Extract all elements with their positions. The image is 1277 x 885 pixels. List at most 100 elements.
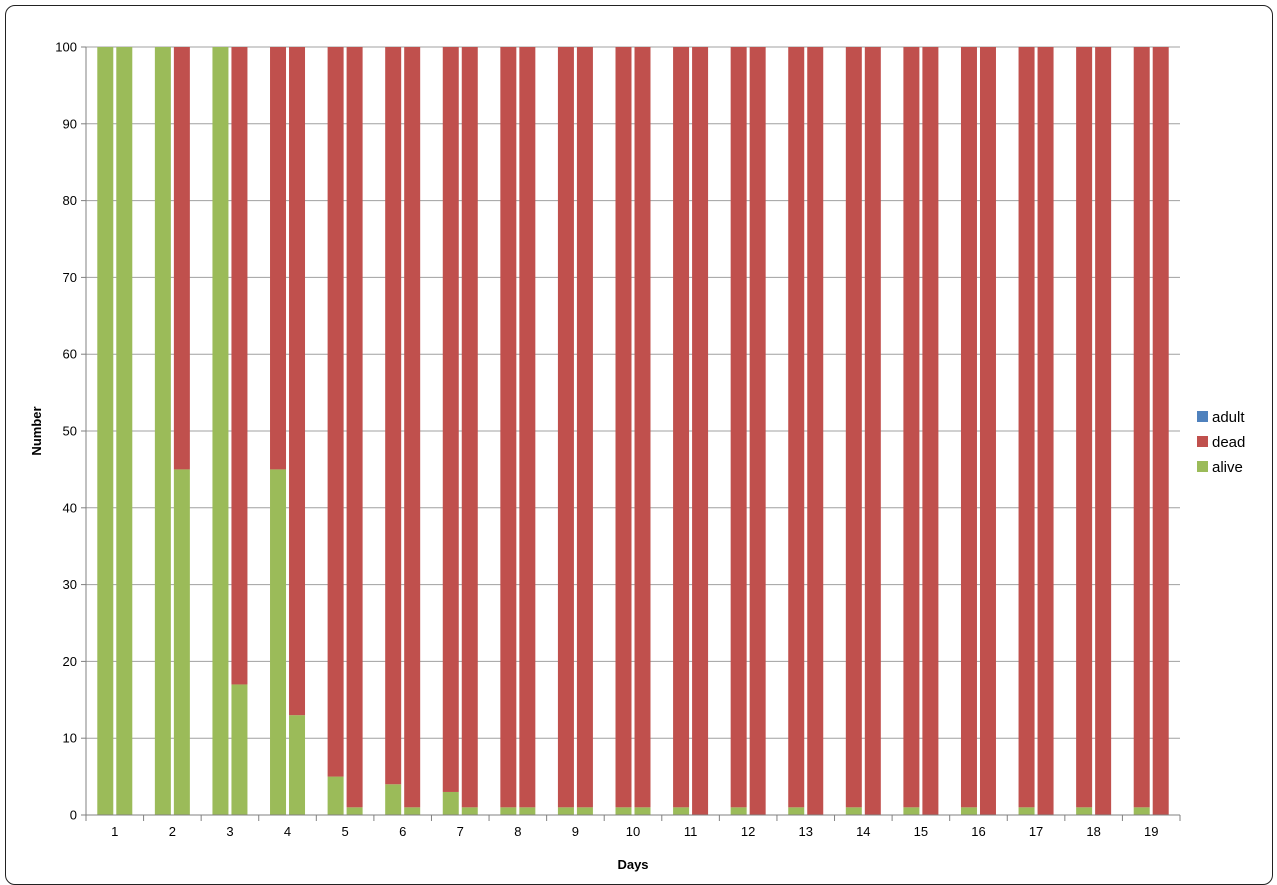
bar-segment-alive	[346, 807, 363, 815]
bar-segment-dead	[270, 47, 287, 470]
legend-swatch-alive	[1197, 461, 1208, 472]
y-tick-label: 70	[63, 270, 77, 285]
bar-segment-dead	[1076, 47, 1093, 808]
bar-segment-dead	[1152, 47, 1169, 815]
bar-segment-alive	[327, 776, 344, 815]
bar-segment-alive	[385, 784, 402, 815]
bar-segment-dead	[404, 47, 421, 808]
bar-segment-dead	[749, 47, 766, 815]
bar-segment-dead	[576, 47, 593, 808]
bar-segment-alive	[519, 807, 536, 815]
bar-segment-dead	[289, 47, 306, 716]
bar-segment-alive	[1076, 807, 1093, 815]
bar-segment-dead	[979, 47, 996, 815]
x-tick-label: 8	[514, 824, 521, 839]
y-tick-label: 20	[63, 654, 77, 669]
bar-segment-dead	[557, 47, 574, 808]
x-tick-label: 3	[226, 824, 233, 839]
bar-segment-dead	[173, 47, 190, 470]
bar-segment-alive	[903, 807, 920, 815]
bar-segment-alive	[270, 469, 287, 815]
bar-segment-dead	[673, 47, 690, 808]
bar-segment-alive	[845, 807, 862, 815]
bar-segment-dead	[327, 47, 344, 777]
legend-label-dead: dead	[1212, 434, 1245, 451]
legend-swatch-adult	[1197, 411, 1208, 422]
x-tick-label: 16	[971, 824, 985, 839]
x-tick-label: 4	[284, 824, 291, 839]
x-tick-label: 15	[914, 824, 928, 839]
bar-segment-alive	[404, 807, 421, 815]
legend-swatch-dead	[1197, 436, 1208, 447]
bar-segment-dead	[788, 47, 805, 808]
bar-segment-alive	[442, 791, 459, 815]
x-tick-label: 17	[1029, 824, 1043, 839]
bar-segment-alive	[960, 807, 977, 815]
bar-segment-dead	[442, 47, 459, 792]
bar-segment-alive	[231, 684, 248, 815]
bar-segment-alive	[97, 47, 114, 815]
bar-segment-alive	[500, 807, 517, 815]
x-tick-label: 10	[626, 824, 640, 839]
bar-segment-dead	[519, 47, 536, 808]
x-tick-label: 6	[399, 824, 406, 839]
axes	[81, 46, 1181, 821]
x-tick-label: 18	[1086, 824, 1100, 839]
y-tick-labels: 0 10 20 30 40 50 60 70 80 90 100	[55, 40, 77, 823]
bar-segment-alive	[576, 807, 593, 815]
bar-segment-alive	[788, 807, 805, 815]
bar-segment-dead	[1133, 47, 1150, 808]
bar-segment-alive	[1018, 807, 1035, 815]
bar-segment-dead	[1018, 47, 1035, 808]
x-axis-title: Days	[617, 857, 648, 872]
bar-segment-dead	[903, 47, 920, 808]
y-tick-label: 100	[55, 40, 77, 55]
bar-segment-alive	[289, 715, 306, 815]
bar-segment-dead	[960, 47, 977, 808]
y-tick-label: 80	[63, 193, 77, 208]
x-tick-label: 13	[799, 824, 813, 839]
bar-segment-alive	[557, 807, 574, 815]
y-tick-label: 40	[63, 500, 77, 515]
bar-segment-alive	[116, 47, 133, 815]
x-tick-label: 14	[856, 824, 870, 839]
legend-label-adult: adult	[1212, 409, 1245, 426]
bar-segment-dead	[922, 47, 939, 815]
bar-segment-alive	[173, 469, 190, 815]
x-tick-labels: 1 2 3 4 5 6 7 8 9 10 11 12 13 14 15 16 17 18 19	[111, 824, 1158, 839]
legend: adult dead alive	[1197, 409, 1245, 476]
x-tick-label: 11	[684, 824, 698, 839]
x-tick-label: 12	[741, 824, 755, 839]
bar-segment-dead	[615, 47, 632, 808]
bar-segment-dead	[634, 47, 651, 808]
x-tick-label: 7	[457, 824, 464, 839]
bar-segment-dead	[385, 47, 402, 785]
x-tick-label: 19	[1144, 824, 1158, 839]
bar-segment-alive	[212, 47, 229, 815]
y-tick-label: 60	[63, 347, 77, 362]
bar-segment-dead	[692, 47, 709, 815]
bar-segment-dead	[1095, 47, 1112, 815]
y-tick-label: 30	[63, 577, 77, 592]
bar-segment-dead	[231, 47, 248, 685]
bar-segment-dead	[807, 47, 824, 815]
bar-segment-alive	[1133, 807, 1150, 815]
y-tick-label: 50	[63, 424, 77, 439]
y-tick-label: 90	[63, 116, 77, 131]
legend-label-alive: alive	[1212, 459, 1243, 476]
y-axis-title: Number	[29, 406, 44, 455]
x-tick-label: 9	[572, 824, 579, 839]
bar-segment-dead	[730, 47, 747, 808]
bar-segment-dead	[346, 47, 363, 808]
bar-segment-alive	[730, 807, 747, 815]
bar-segment-dead	[461, 47, 478, 808]
bar-segment-dead	[500, 47, 517, 808]
bar-segment-alive	[461, 807, 478, 815]
bars-group	[97, 47, 1169, 815]
bar-segment-alive	[634, 807, 651, 815]
bar-segment-alive	[154, 47, 171, 815]
y-tick-label: 10	[63, 731, 77, 746]
x-tick-label: 1	[111, 824, 118, 839]
y-tick-label: 0	[70, 808, 77, 823]
